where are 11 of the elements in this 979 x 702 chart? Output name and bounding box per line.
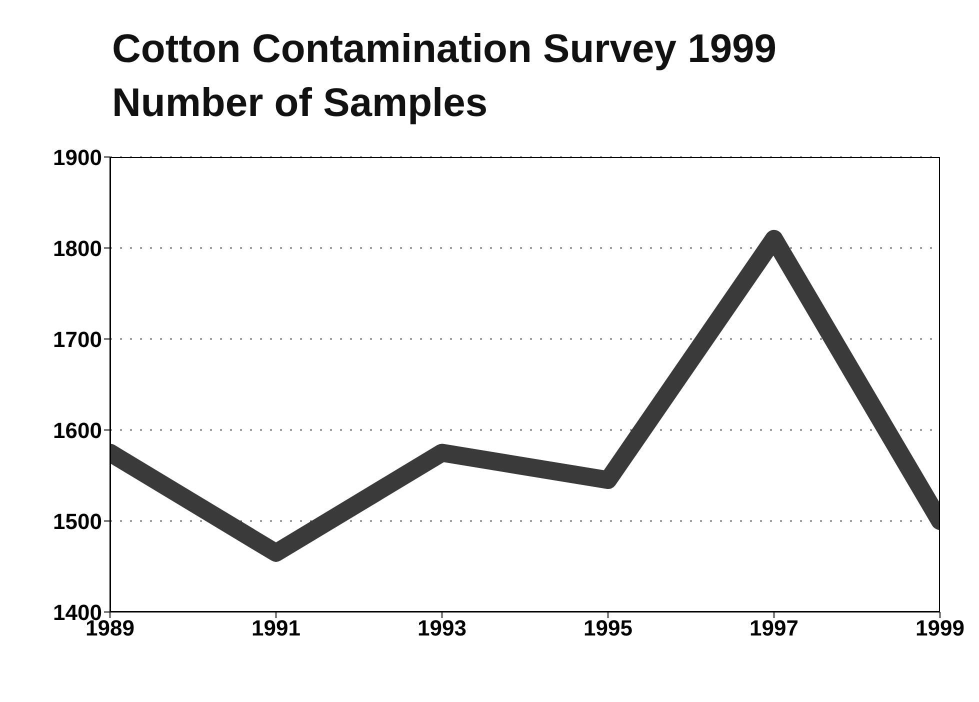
y-tick-label: 1900 [53,144,102,170]
chart-title: Cotton Contamination Survey 1999 Number of Samples [111,26,778,127]
x-tick-label: 1999 [916,616,964,641]
y-tick-label: 1500 [53,508,102,534]
x-tick-label: 1995 [584,616,632,641]
y-tick-label: 1700 [53,326,102,352]
y-tick-label: 1600 [53,418,102,443]
x-tick-label: 1991 [252,616,300,641]
x-tick-label: 1993 [418,616,466,641]
y-tick-label: 1800 [53,236,102,261]
x-tick-label: 1997 [750,616,798,641]
